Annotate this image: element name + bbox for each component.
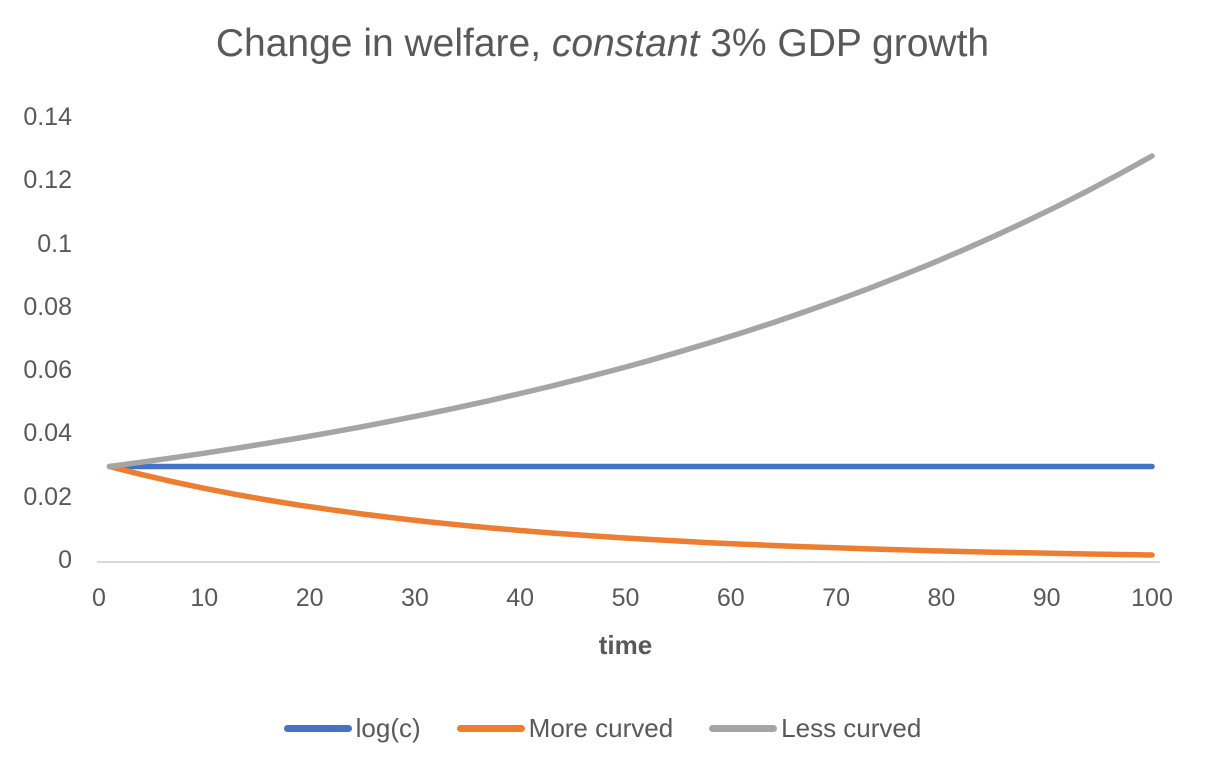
legend-label-logc: log(c)	[355, 713, 421, 743]
x-axis-tick-label: 10	[190, 584, 219, 612]
series-line-less-curved	[106, 153, 1155, 470]
legend-item-more-curved: More curved	[456, 713, 674, 744]
y-axis-tick-label: 0.04	[23, 419, 72, 448]
y-axis-tick-label: 0.08	[23, 292, 72, 321]
x-axis-tick-label: 100	[1131, 584, 1173, 612]
title-part-1: Change in welfare,	[215, 22, 552, 65]
y-axis-tick-label: 0.14	[23, 103, 72, 131]
x-axis-tick-label: 30	[400, 584, 429, 612]
legend-swatch-logc-icon	[283, 725, 352, 732]
x-axis-tick-label: 90	[1032, 584, 1061, 612]
x-axis-tick-label: 20	[295, 584, 324, 612]
x-axis-tick-label: 80	[927, 584, 956, 612]
x-axis-tick-label: 70	[822, 584, 850, 612]
title-part-italic: constant	[551, 22, 700, 65]
legend-label-less-curved: Less curved	[781, 713, 922, 743]
x-axis-title: time	[598, 630, 653, 660]
legend-swatch-more-curved-icon	[456, 725, 525, 732]
legend-swatch-less-curved-icon	[709, 725, 778, 732]
x-axis-tick-label: 50	[611, 584, 640, 612]
y-axis-tick-label: 0.06	[23, 356, 72, 385]
title-part-3: 3% GDP growth	[699, 22, 990, 65]
legend-item-less-curved: Less curved	[709, 713, 921, 744]
y-axis-tick-label: 0.1	[37, 229, 72, 258]
x-axis-tick-label: 40	[506, 584, 535, 612]
legend-item-logc: log(c)	[283, 713, 421, 744]
y-axis-tick-label: 0.02	[23, 482, 72, 511]
y-axis-tick-label: 0	[58, 546, 72, 574]
y-axis-tick-label: 0.12	[23, 166, 72, 195]
x-axis-tick-label: 60	[716, 584, 745, 612]
x-axis-tick-label: 0	[92, 584, 106, 612]
legend: log(c) More curved Less curved	[0, 713, 1205, 744]
legend-label-more-curved: More curved	[528, 713, 674, 743]
chart-title: Change in welfare, constant 3% GDP growt…	[0, 22, 1205, 66]
series-line-more-curved	[106, 463, 1155, 558]
